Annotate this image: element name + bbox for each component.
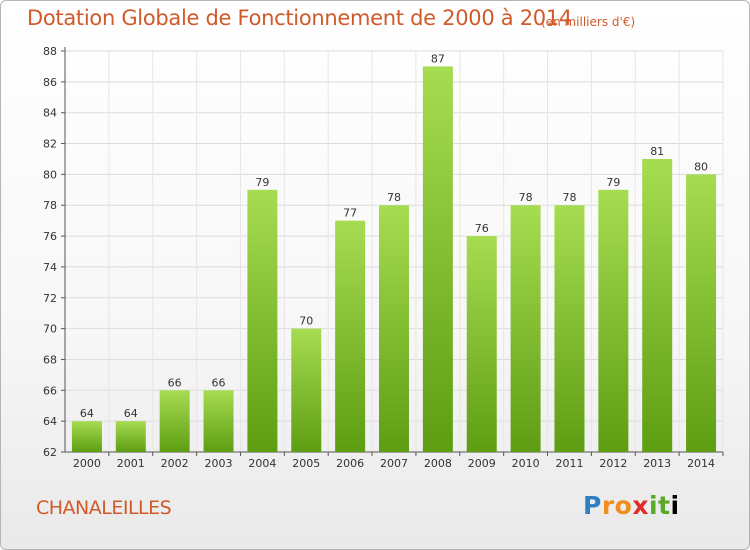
- x-tick-label-2007: 2007: [380, 457, 408, 470]
- y-tick-label: 70: [43, 323, 57, 336]
- bar-2004: [247, 189, 278, 453]
- x-tick-label-2009: 2009: [468, 457, 496, 470]
- unit-note: (en milliers d'€): [541, 15, 636, 29]
- data-label-2002: 66: [168, 376, 182, 389]
- chart-title: Dotation Globale de Fonctionnement de 20…: [27, 6, 572, 30]
- bar-2003: [203, 390, 234, 452]
- data-label-2012: 79: [606, 176, 620, 189]
- data-label-2014: 80: [694, 160, 708, 173]
- bar-2010: [510, 205, 541, 452]
- data-label-2006: 77: [343, 207, 357, 220]
- data-label-2010: 78: [519, 191, 533, 204]
- x-tick-label-2014: 2014: [687, 457, 715, 470]
- x-tick-label-2005: 2005: [292, 457, 320, 470]
- x-tick-label-2001: 2001: [117, 457, 145, 470]
- x-tick-label-2011: 2011: [555, 457, 583, 470]
- x-tick-label-2008: 2008: [424, 457, 452, 470]
- x-tick-label-2012: 2012: [599, 457, 627, 470]
- y-tick-label: 66: [43, 384, 57, 397]
- data-label-2009: 76: [475, 222, 489, 235]
- data-label-2013: 81: [650, 145, 664, 158]
- bar-2006: [335, 220, 366, 452]
- x-tick-label-2013: 2013: [643, 457, 671, 470]
- data-label-2005: 70: [299, 315, 313, 328]
- data-label-2007: 78: [387, 191, 401, 204]
- y-tick-label: 72: [43, 292, 57, 305]
- bar-2000: [71, 421, 102, 452]
- data-label-2008: 87: [431, 52, 445, 65]
- x-tick-label-2000: 2000: [73, 457, 101, 470]
- y-tick-label: 64: [43, 415, 57, 428]
- x-tick-label-2010: 2010: [512, 457, 540, 470]
- bar-2008: [422, 66, 453, 452]
- bars: [71, 66, 717, 453]
- data-label-2000: 64: [80, 407, 94, 420]
- bar-2007: [379, 205, 409, 452]
- commune-name: CHANALEILLES: [36, 497, 172, 519]
- data-label-2004: 79: [255, 176, 269, 189]
- y-tick-label: 62: [43, 446, 57, 459]
- bar-2013: [642, 158, 673, 452]
- bar-2014: [686, 174, 717, 452]
- x-tick-label-2004: 2004: [248, 457, 276, 470]
- bar-2005: [291, 328, 322, 452]
- y-tick-label: 68: [43, 353, 57, 366]
- data-label-2001: 64: [124, 407, 138, 420]
- bar-2012: [598, 189, 629, 453]
- data-label-2011: 78: [562, 191, 576, 204]
- x-tick-label-2006: 2006: [336, 457, 364, 470]
- x-tick-label-2003: 2003: [205, 457, 233, 470]
- bar-2009: [466, 236, 497, 452]
- y-tick-label: 86: [43, 76, 57, 89]
- y-tick-label: 78: [43, 199, 57, 212]
- y-tick-label: 82: [43, 138, 57, 151]
- labels: 62 64 66 68 70 72 74 76 78 80 82 84 86 88 64 2000 64 2001…: [43, 45, 715, 470]
- y-tick-label: 88: [43, 45, 57, 58]
- bar-2011: [554, 205, 585, 452]
- data-label-2003: 66: [212, 376, 226, 389]
- proxiti-logo[interactable]: Proxiti: [583, 491, 680, 520]
- y-tick-label: 76: [43, 230, 57, 243]
- x-tick-label-2002: 2002: [161, 457, 189, 470]
- bar-2001: [115, 421, 146, 452]
- y-tick-label: 84: [43, 107, 57, 120]
- bar-2002: [159, 390, 190, 452]
- y-tick-label: 80: [43, 168, 57, 181]
- y-tick-label: 74: [43, 261, 57, 274]
